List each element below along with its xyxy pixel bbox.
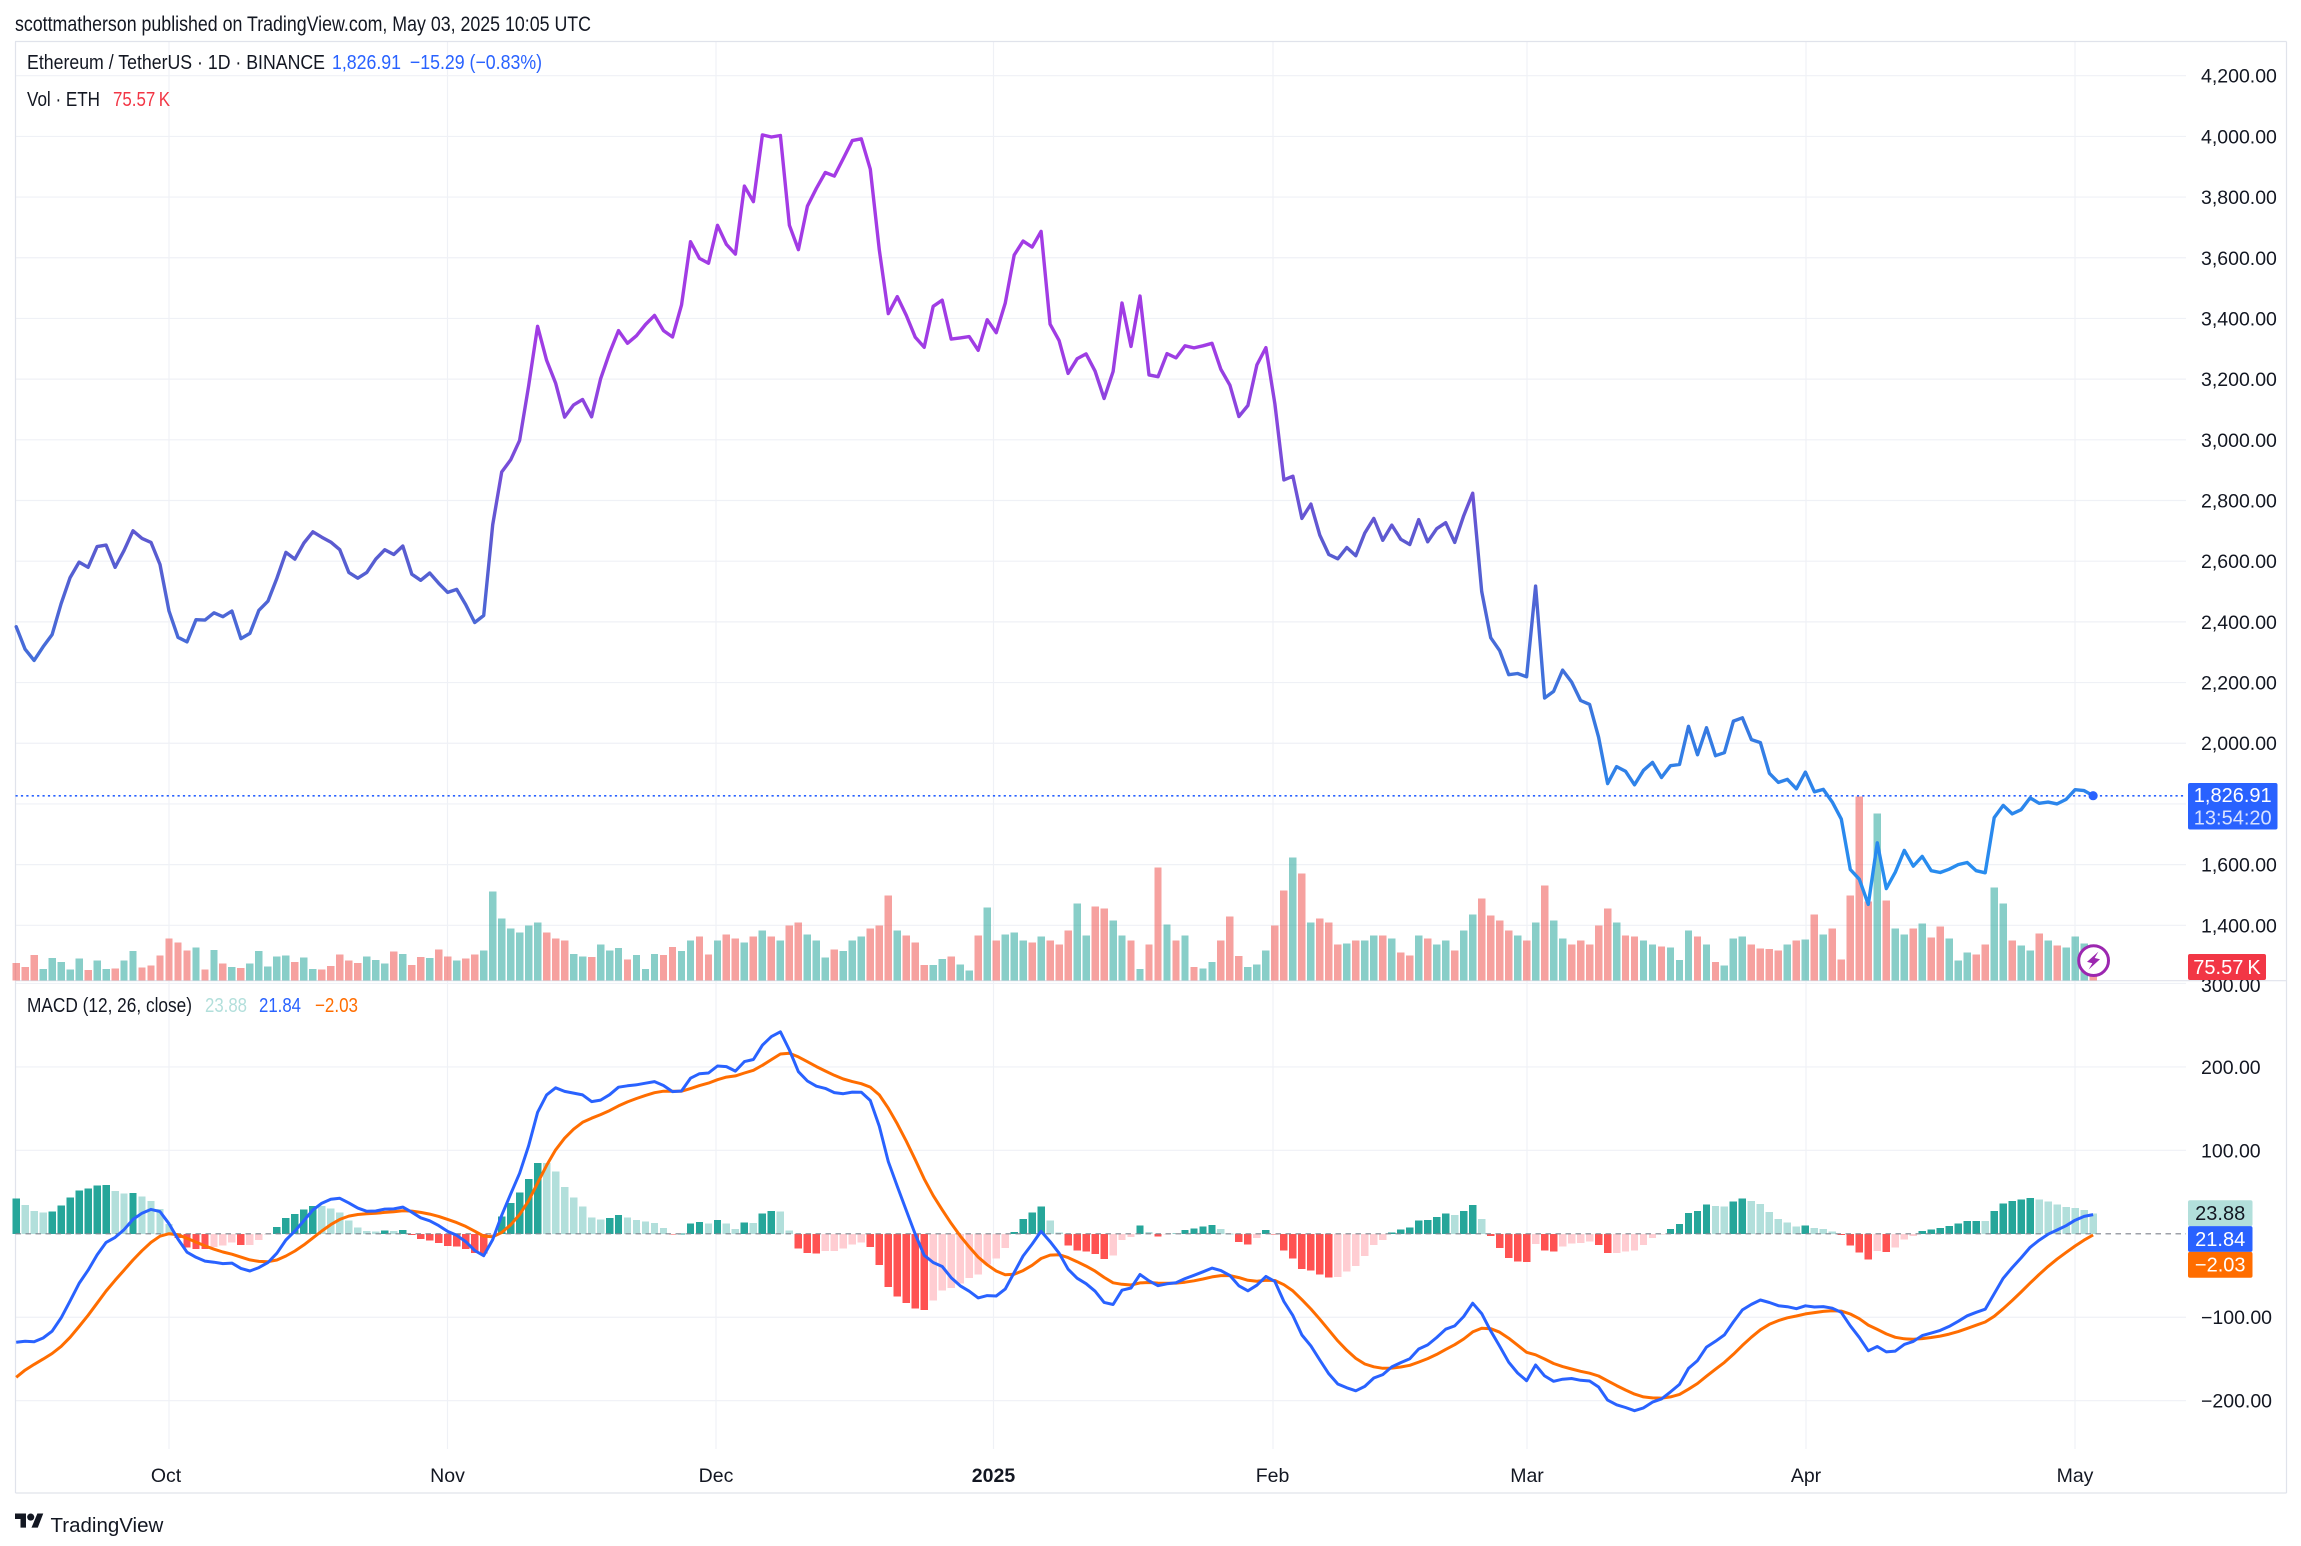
svg-text:3,000.00: 3,000.00 — [2201, 430, 2277, 452]
svg-text:Nov: Nov — [430, 1465, 465, 1487]
svg-text:2,400.00: 2,400.00 — [2201, 612, 2277, 634]
svg-text:4,000.00: 4,000.00 — [2201, 126, 2277, 148]
svg-text:2,800.00: 2,800.00 — [2201, 491, 2277, 513]
svg-text:Dec: Dec — [699, 1465, 734, 1487]
svg-text:23.88: 23.88 — [2195, 1203, 2245, 1225]
svg-text:Vol · ETH: Vol · ETH — [27, 89, 100, 111]
svg-text:2,600.00: 2,600.00 — [2201, 551, 2277, 573]
svg-text:1,400.00: 1,400.00 — [2201, 915, 2277, 937]
svg-text:200.00: 200.00 — [2201, 1057, 2261, 1079]
svg-text:2,200.00: 2,200.00 — [2201, 673, 2277, 695]
svg-text:−2.03: −2.03 — [2195, 1255, 2246, 1277]
svg-text:13:54:20: 13:54:20 — [2194, 808, 2272, 830]
svg-text:2,000.00: 2,000.00 — [2201, 733, 2277, 755]
svg-text:23.88: 23.88 — [205, 995, 247, 1017]
svg-text:21.84: 21.84 — [2195, 1229, 2245, 1251]
svg-text:−100.00: −100.00 — [2201, 1307, 2272, 1329]
svg-text:scottmatherson published on Tr: scottmatherson published on TradingView.… — [15, 12, 591, 36]
svg-text:TradingView: TradingView — [51, 1514, 164, 1537]
svg-text:4,200.00: 4,200.00 — [2201, 66, 2277, 88]
svg-text:3,200.00: 3,200.00 — [2201, 369, 2277, 391]
svg-text:Ethereum / TetherUS · 1D · BIN: Ethereum / TetherUS · 1D · BINANCE — [27, 52, 325, 74]
svg-text:Oct: Oct — [151, 1465, 182, 1487]
svg-text:Apr: Apr — [1791, 1465, 1822, 1487]
svg-text:Mar: Mar — [1510, 1465, 1544, 1487]
svg-text:3,600.00: 3,600.00 — [2201, 248, 2277, 270]
svg-text:−2.03: −2.03 — [315, 995, 358, 1017]
svg-text:100.00: 100.00 — [2201, 1140, 2261, 1162]
svg-text:MACD (12, 26, close): MACD (12, 26, close) — [27, 995, 192, 1017]
svg-text:2025: 2025 — [972, 1465, 1016, 1487]
svg-text:300.00: 300.00 — [2201, 975, 2261, 997]
svg-text:Feb: Feb — [1256, 1465, 1290, 1487]
svg-text:75.57 K: 75.57 K — [113, 89, 171, 111]
svg-text:1,600.00: 1,600.00 — [2201, 855, 2277, 877]
svg-text:21.84: 21.84 — [259, 995, 301, 1017]
svg-text:−200.00: −200.00 — [2201, 1391, 2272, 1413]
svg-text:3,400.00: 3,400.00 — [2201, 308, 2277, 330]
svg-text:May: May — [2057, 1465, 2094, 1487]
svg-text:3,800.00: 3,800.00 — [2201, 187, 2277, 209]
svg-text:75.57 K: 75.57 K — [2193, 957, 2261, 979]
svg-text:1,826.91 −15.29 (−0.83%): 1,826.91 −15.29 (−0.83%) — [332, 52, 542, 74]
svg-text:1,826.91: 1,826.91 — [2194, 785, 2272, 807]
